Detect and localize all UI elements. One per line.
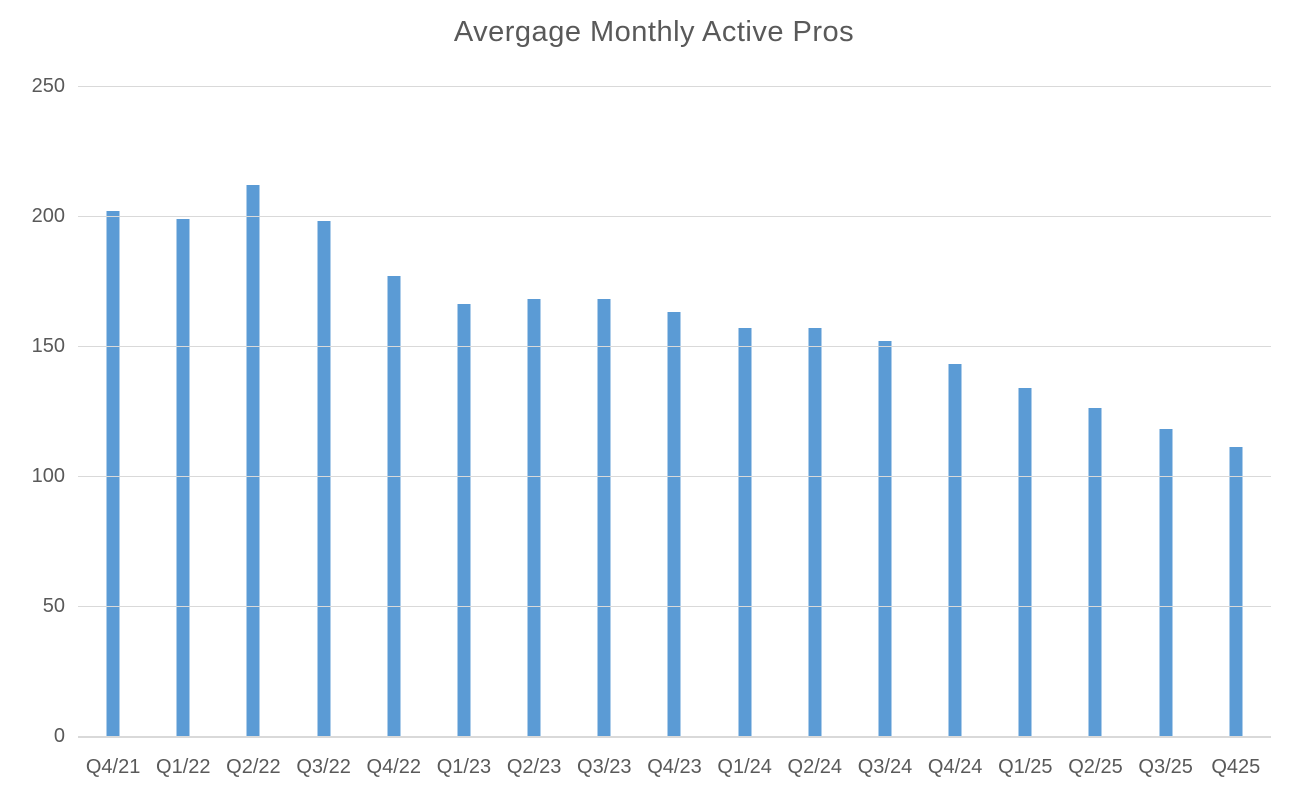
- bar: [738, 327, 752, 736]
- x-axis-label: Q1/24: [717, 756, 772, 778]
- category-slot: Q2/25: [1060, 86, 1130, 778]
- x-axis-label: Q3/23: [577, 756, 632, 778]
- x-axis-label: Q2/23: [506, 756, 562, 778]
- x-axis-label: Q4/22: [366, 756, 422, 778]
- bar: [106, 210, 120, 736]
- category-slot: Q4/23: [639, 86, 709, 778]
- bar: [1018, 387, 1032, 736]
- x-axis-label: Q3/22: [296, 756, 351, 778]
- category-slot: Q4/22: [359, 86, 429, 778]
- bar: [1088, 408, 1102, 736]
- y-axis: 0 50 100 150 200 250: [0, 0, 65, 804]
- category-slot: Q3/22: [289, 86, 359, 778]
- bar: [527, 299, 541, 736]
- x-axis-label: Q3/25: [1138, 756, 1193, 778]
- gridline: [78, 476, 1271, 477]
- chart-title: Avergage Monthly Active Pros: [453, 16, 855, 48]
- category-slot: Q1/22: [148, 86, 218, 778]
- x-axis-label: Q4/21: [85, 756, 141, 778]
- category-slot: Q1/23: [429, 86, 499, 778]
- category-slot: Q2/22: [218, 86, 288, 778]
- category-slot: Q3/25: [1131, 86, 1201, 778]
- bar: [387, 275, 401, 736]
- x-axis-label: Q2/25: [1068, 756, 1123, 778]
- y-axis-label: 50: [42, 595, 65, 617]
- category-slot: Q2/24: [780, 86, 850, 778]
- category-slot: Q4/24: [920, 86, 990, 778]
- x-axis-label: Q2/24: [787, 756, 843, 778]
- y-axis-label: 100: [31, 465, 65, 487]
- category-slot: Q1/25: [990, 86, 1060, 778]
- y-axis-label: 150: [31, 335, 65, 357]
- gridline: [78, 216, 1271, 217]
- y-axis-label: 200: [31, 205, 65, 227]
- x-axis-label: Q3/24: [857, 756, 913, 778]
- bar: [948, 364, 962, 736]
- category-slot: Q425: [1201, 86, 1271, 778]
- bar: [1229, 447, 1243, 736]
- bar: [317, 221, 331, 736]
- y-axis-label: 250: [31, 75, 65, 97]
- category-slot: Q1/24: [710, 86, 780, 778]
- category-slot: Q2/23: [499, 86, 569, 778]
- x-axis-label: Q4/23: [647, 756, 702, 778]
- x-axis-label: Q1/23: [436, 756, 492, 778]
- bar: [667, 312, 681, 736]
- x-axis-label: Q4/24: [927, 756, 983, 778]
- gridline: [78, 606, 1271, 607]
- gridline: [78, 86, 1271, 87]
- bar: [457, 304, 471, 736]
- y-axis-label: 0: [53, 725, 65, 747]
- bar: [246, 184, 260, 736]
- bar: [878, 340, 892, 736]
- bar: [597, 299, 611, 736]
- bar: [1159, 429, 1173, 736]
- bar: [808, 327, 822, 736]
- x-axis-label: Q2/22: [226, 756, 281, 778]
- x-axis-label: Q425: [1211, 756, 1261, 778]
- x-axis-label: Q1/22: [156, 756, 211, 778]
- x-axis-label: Q1/25: [998, 756, 1053, 778]
- category-slot: Q3/23: [569, 86, 639, 778]
- bar: [176, 218, 190, 736]
- gridline: [78, 346, 1271, 347]
- category-slot: Q3/24: [850, 86, 920, 778]
- bar-slots: Q4/21 Q1/22 Q2/22 Q3/22 Q4/22 Q1/23 Q2/23 Q3/23…: [78, 86, 1271, 778]
- category-slot: Q4/21: [78, 86, 148, 778]
- plot-area: Q4/21 Q1/22 Q2/22 Q3/22 Q4/22 Q1/23 Q2/23 Q3/23…: [78, 86, 1271, 778]
